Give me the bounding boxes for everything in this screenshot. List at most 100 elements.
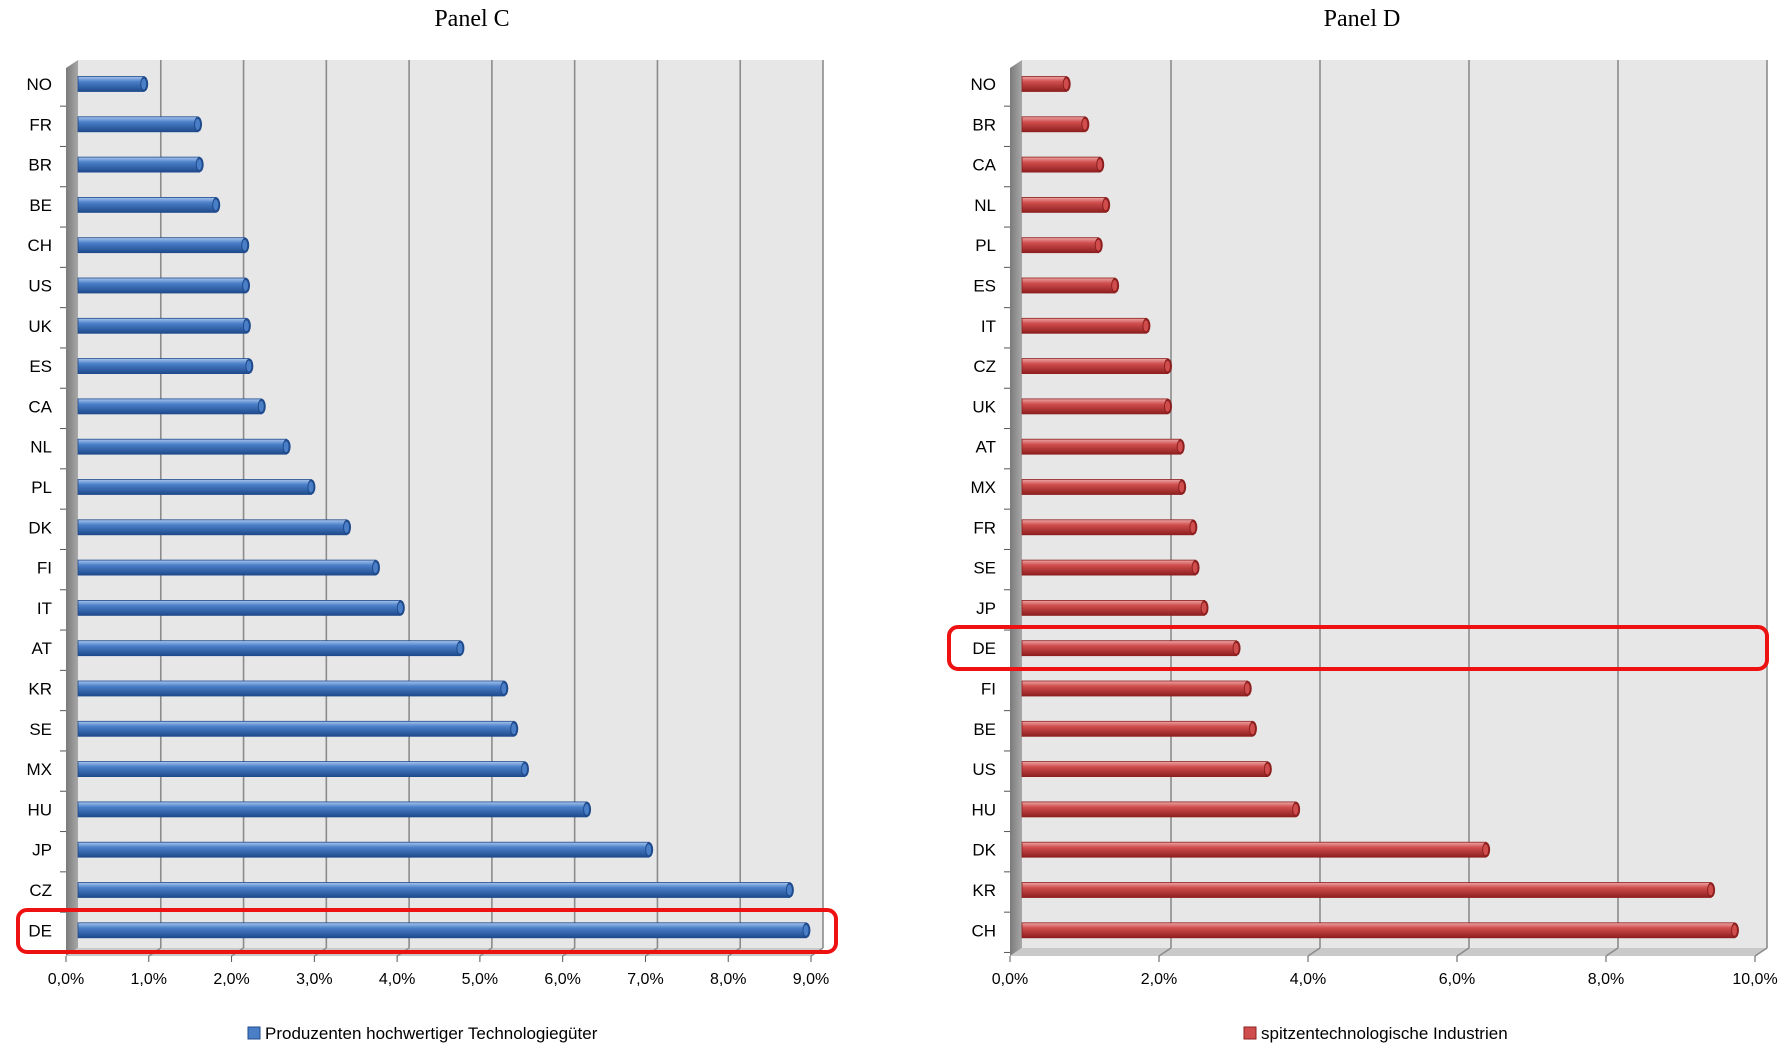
panel-d-category-label: BE (973, 720, 996, 739)
panel-c-x-tick-label: 9,0% (793, 971, 829, 988)
panel-c-bar-body (77, 720, 515, 737)
panel-d-bar-at (1021, 438, 1185, 455)
panel-c-bar-ch (77, 237, 250, 254)
panel-d-bar-cap-inner (1233, 642, 1239, 654)
panel-c-bar-cap-inner (283, 441, 289, 453)
panel-d-bar-body (1021, 640, 1237, 657)
panel-d-legend: spitzentechnologische Industrien (1243, 1024, 1508, 1043)
panel-c-bar-cap-inner (258, 400, 264, 412)
panel-d-category-label: AT (976, 438, 996, 457)
panel-d-category-label: FI (981, 680, 996, 699)
panel-c-bar-body (77, 640, 461, 657)
panel-c-category-label: JP (32, 841, 52, 860)
panel-d-bar-body (1021, 600, 1205, 616)
panel-c-category-label: ES (29, 357, 52, 376)
panel-c-bar-cap-inner (308, 481, 314, 493)
panel-d-bar-body (1021, 841, 1487, 858)
panel-d-bar-body (1021, 801, 1297, 818)
panel-c-bar-dk (77, 519, 352, 536)
panel-d-bar-cap-inner (1063, 78, 1069, 90)
panel-d-category-label: NL (974, 196, 996, 215)
panel-c-category-label: FI (37, 559, 52, 578)
panel-d-bar-cap-inner (1192, 562, 1198, 574)
panel-d-category-label: FR (973, 518, 996, 537)
panel-d-gridline-floor (1605, 947, 1619, 957)
panel-d-bar-cap-inner (1483, 844, 1489, 856)
panel-c-x-tick-label: 4,0% (379, 971, 415, 988)
panel-c-x-tick-label: 3,0% (296, 971, 332, 988)
panel-d-category-label: UK (972, 397, 996, 416)
panel-c-bar-cap-inner (213, 199, 219, 211)
panel-d-bar-cap-inner (1249, 723, 1255, 735)
panel-d-x-tick-label: 2,0% (1141, 971, 1177, 988)
panel-d-category-label: DE (972, 639, 996, 658)
panel-c-bar-cap-inner (243, 280, 249, 291)
panel-d-bar-cap-inner (1264, 763, 1270, 775)
panel-d-bar-no (1021, 76, 1071, 92)
panel-c-bar-cap-inner (196, 159, 202, 171)
panel-d-x-tick-label: 0,0% (992, 971, 1028, 988)
panel-c-bar-it (77, 600, 405, 616)
panel-c-bar-be (77, 196, 221, 213)
panel-d-bar-cap-inner (1293, 803, 1299, 815)
panel-c-category-label: MX (27, 760, 53, 779)
panel-c-bar-cap-inner (243, 320, 249, 332)
panel-c-bar-fi (77, 559, 380, 576)
panel-c-category-label: HU (27, 800, 52, 819)
panel-d-category-label: CH (971, 921, 996, 940)
panel-d-x-tick-label: 8,0% (1588, 971, 1624, 988)
panel-d-bar-uk (1021, 398, 1173, 415)
panel-d-category-label: CZ (973, 357, 996, 376)
panel-c-category-label: AT (32, 639, 52, 658)
panel-d-bar-dk (1021, 841, 1491, 858)
panel-d-bar-cap-inner (1731, 924, 1737, 936)
panel-c-bar-cap-inner (584, 803, 590, 815)
panel-d-highlight-box (947, 625, 1769, 671)
panel-c-x-tick-label: 1,0% (131, 971, 167, 988)
panel-d-bar-nl (1021, 196, 1111, 213)
panel-c-bar-body (77, 801, 588, 818)
panel-c-bar-body (77, 559, 377, 576)
panel-d-bar-body (1021, 196, 1107, 213)
panel-c-bar-cap-inner (373, 562, 378, 574)
panel-d-gridline-floor (1456, 947, 1470, 957)
panel-c-bar-cap-inner (646, 844, 652, 856)
panel-d-gridline-floor (1307, 947, 1321, 957)
panel-c-category-label: FR (29, 115, 52, 134)
panel-d-bar-mx (1021, 479, 1187, 495)
panel-c-bar-cap-inner (803, 924, 809, 936)
panel-c-category-label: NO (27, 75, 53, 94)
panel-d-bar-body (1021, 559, 1196, 576)
panel-d-bar-cap-inner (1244, 683, 1250, 694)
panel-d-bar-body (1021, 438, 1182, 455)
panel-d-bar-body (1021, 317, 1147, 334)
panel-c-bar-cap-inner (511, 723, 517, 735)
panel-c-bar-br (77, 156, 204, 173)
panel-c-bar-no (77, 76, 149, 92)
panel-c-legend-swatch (247, 1026, 261, 1040)
panel-d-bar-cap-inner (1097, 159, 1103, 171)
panel-c-category-label: SE (29, 720, 52, 739)
panel-c-bar-mx (77, 761, 529, 777)
panel-c-legend-label: Produzenten hochwertiger Technologiegüte… (265, 1024, 598, 1043)
panel-c-title: Panel C (434, 6, 509, 32)
panel-c-bar-cap-inner (344, 521, 350, 533)
panel-d-bar-body (1021, 156, 1101, 173)
panel-c-bar-body (77, 398, 263, 415)
panel-d-bar-se (1021, 559, 1200, 576)
panel-d-bar-body (1021, 519, 1194, 536)
panel-d-bar-body (1021, 277, 1116, 294)
panel-d-legend-label: spitzentechnologische Industrien (1261, 1024, 1508, 1043)
panel-d-bar-us (1021, 761, 1272, 777)
panel-c-bar-body (77, 519, 348, 536)
panel-d-bar-cap-inner (1112, 280, 1118, 291)
panel-d-category-label: SE (973, 559, 996, 578)
panel-d-bar-body (1021, 680, 1249, 697)
panel-c-bar-us (77, 277, 251, 294)
panel-c-bar-kr (77, 680, 509, 697)
panel-c-x-tick-label: 6,0% (544, 971, 580, 988)
panel-c-bar-body (77, 922, 807, 939)
panel-d-bar-body (1021, 479, 1183, 495)
panel-c-highlight-box (16, 908, 838, 954)
